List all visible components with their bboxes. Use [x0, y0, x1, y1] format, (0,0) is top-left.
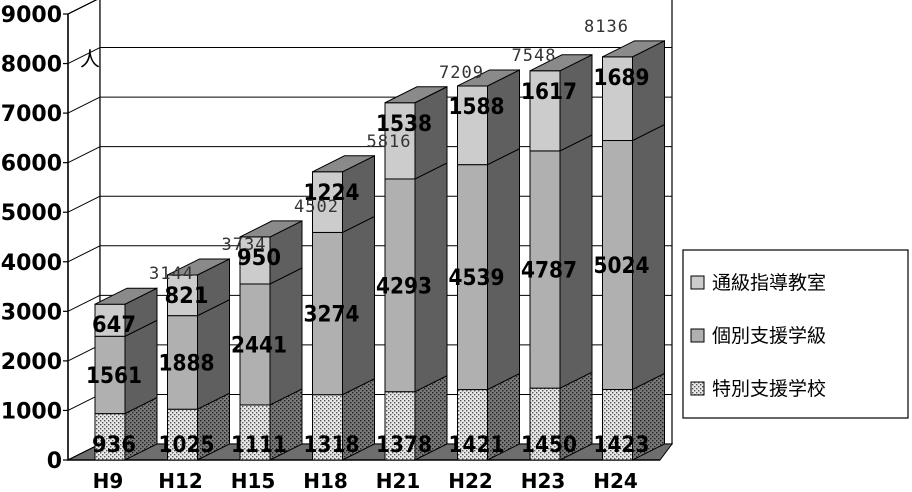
- y-tick-label: 6000: [1, 152, 62, 177]
- total-labels: 3144 3734 4502 5816 7209 7548 8136: [149, 17, 629, 284]
- gridline-side: [67, 195, 101, 213]
- bar-segment: [239, 283, 271, 406]
- data-label: 1423: [594, 433, 650, 458]
- data-label: 5024: [594, 254, 650, 279]
- bar-segment: [529, 387, 561, 461]
- data-label: 1111: [231, 433, 287, 458]
- legend-label: 特別支援学校: [712, 378, 826, 400]
- data-label: 950: [237, 246, 281, 271]
- bar-top: [167, 258, 230, 276]
- legend-box: [682, 249, 909, 419]
- bar-segment: [384, 391, 416, 461]
- total-label: 7548: [512, 46, 557, 66]
- bar-segment: [167, 408, 198, 461]
- x-tick-label: H12: [158, 469, 203, 492]
- gridline-side: [67, 146, 101, 164]
- gridline-side: [67, 245, 101, 263]
- data-label: 821: [165, 284, 209, 309]
- total-label: 5816: [367, 132, 412, 152]
- data-label: 1588: [449, 95, 505, 120]
- y-tick-label: 9000: [1, 3, 62, 28]
- y-tick-label: 4000: [1, 251, 62, 276]
- legend-label: 通級指導教室: [712, 272, 826, 294]
- gridline-side: [67, 47, 101, 65]
- data-label: 1450: [521, 433, 577, 458]
- x-tick-label: H23: [521, 469, 566, 492]
- bar-top: [529, 54, 593, 72]
- bar-top: [602, 40, 665, 58]
- bar-top: [312, 155, 375, 173]
- data-label: 1421: [449, 433, 505, 458]
- total-label: 4502: [294, 197, 339, 217]
- gridline-side: [67, 0, 98, 15]
- x-tick-label: H24: [593, 469, 638, 492]
- y-tick-label: 3000: [1, 300, 62, 325]
- data-label: 4539: [449, 266, 505, 291]
- bar-top: [94, 287, 158, 305]
- y-tick-label: 7000: [1, 102, 62, 127]
- x-axis-ticks: H9 H12 H15 H18 H21 H22 H23 H24: [93, 469, 638, 492]
- y-tick-label: 8000: [1, 53, 62, 78]
- bar-segment: [94, 335, 126, 415]
- bar-segment: [457, 164, 488, 391]
- bar-segment: [457, 85, 488, 166]
- data-label: 1224: [304, 181, 360, 206]
- data-label: 1318: [304, 433, 360, 458]
- total-label: 8136: [584, 17, 629, 37]
- data-label: 4293: [376, 274, 432, 299]
- data-label: 1888: [159, 351, 215, 376]
- data-label: 1538: [376, 112, 432, 137]
- data-label: 3274: [304, 303, 360, 328]
- data-label: 1025: [159, 433, 215, 458]
- legend-swatch: [690, 381, 705, 396]
- x-tick-label: H18: [303, 469, 348, 492]
- data-label: 1689: [594, 66, 650, 91]
- x-tick-label: H21: [376, 469, 421, 492]
- gridline-side: [67, 96, 101, 114]
- x-tick-label: H9: [93, 469, 124, 492]
- bar-segment: [384, 178, 416, 393]
- bar-top: [457, 69, 520, 87]
- bar-segment: [94, 303, 126, 337]
- data-label: 2441: [231, 333, 287, 358]
- data-label: 936: [92, 433, 136, 458]
- data-label: 4787: [521, 259, 577, 284]
- bar-top: [384, 86, 448, 104]
- total-label: 7209: [439, 63, 484, 83]
- data-label: 1378: [376, 433, 432, 458]
- data-label: 647: [92, 313, 136, 338]
- bar-top: [239, 220, 303, 238]
- legend-swatch: [690, 275, 705, 290]
- y-tick-label: 2000: [1, 350, 62, 375]
- y-axis-unit-label: 人: [80, 47, 100, 71]
- y-tick-label: 0: [47, 449, 62, 474]
- y-tick-label: 1000: [1, 399, 62, 424]
- data-label: 1561: [86, 364, 142, 389]
- legend-label: 個別支援学級: [712, 325, 826, 347]
- legend-swatch: [690, 328, 705, 343]
- bar-series: 936 1561 647 1025 1888 821 1111 2441 950 1318 3274…: [86, 40, 665, 461]
- gridline-side: [67, 294, 101, 312]
- bar-segment: [602, 140, 633, 390]
- bar-segment: [312, 231, 343, 396]
- x-tick-label: H15: [231, 469, 276, 492]
- bar-segment: [529, 150, 561, 389]
- y-axis-ticks: 0 1000 2000 3000 4000 5000 6000 7000 8000 9000: [1, 3, 68, 474]
- total-label: 3734: [222, 235, 267, 255]
- data-label: 1617: [521, 80, 577, 105]
- x-tick-label: H22: [448, 469, 493, 492]
- y-tick-label: 5000: [1, 201, 62, 226]
- total-label: 3144: [149, 264, 194, 284]
